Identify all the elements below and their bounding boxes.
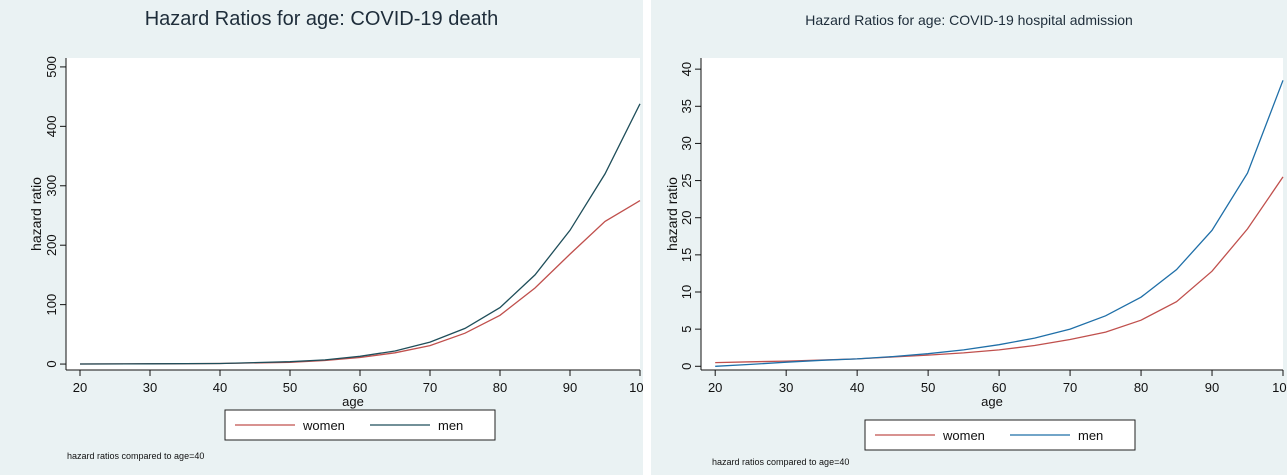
y-tick-label: 20	[679, 210, 694, 224]
x-tick-label: 40	[850, 380, 864, 395]
y-tick-label: 15	[679, 248, 694, 262]
chart-panel-hospital: Hazard Ratios for age: COVID-19 hospital…	[651, 0, 1287, 475]
x-tick-label: 30	[143, 380, 157, 395]
death-chart-svg: Hazard Ratios for age: COVID-19 death 0 10…	[28, 8, 643, 461]
y-tick-label: 300	[44, 175, 59, 197]
plot-area	[701, 58, 1283, 370]
x-tick-label: 20	[73, 380, 87, 395]
y-tick-label: 0	[44, 360, 59, 367]
x-tick-label: 70	[423, 380, 437, 395]
y-tick-label: 5	[679, 326, 694, 333]
y-tick-label: 35	[679, 99, 694, 113]
y-tick-label: 200	[44, 234, 59, 256]
y-axis-label: hazard ratio	[28, 177, 44, 251]
x-tick-label: 20	[708, 380, 722, 395]
x-tick-label: 80	[493, 380, 507, 395]
y-tick-label: 25	[679, 173, 694, 187]
x-tick-label: 90	[1205, 380, 1219, 395]
x-tick-label: 50	[921, 380, 935, 395]
y-tick-label: 0	[679, 363, 694, 370]
x-tick-label: 100	[1272, 380, 1287, 395]
legend-label-women: women	[942, 428, 985, 443]
footnote: hazard ratios compared to age=40	[67, 451, 204, 461]
series-line-men	[79, 103, 641, 365]
x-tick-label: 40	[213, 380, 227, 395]
footnote: hazard ratios compared to age=40	[712, 457, 849, 467]
x-tick-label: 100	[629, 380, 643, 395]
y-tick-label: 500	[44, 56, 59, 78]
x-tick-label: 80	[1134, 380, 1148, 395]
chart-panel-death: Hazard Ratios for age: COVID-19 death 0 10…	[0, 0, 643, 475]
chart-title: Hazard Ratios for age: COVID-19 death	[145, 8, 499, 30]
x-tick-label: 60	[353, 380, 367, 395]
y-tick-label: 40	[679, 62, 694, 76]
y-tick-label: 30	[679, 136, 694, 150]
legend-label-men: men	[438, 418, 463, 433]
x-axis-label: age	[342, 394, 364, 409]
chart-title: Hazard Ratios for age: COVID-19 hospital…	[805, 12, 1133, 28]
y-axis-label: hazard ratio	[664, 177, 680, 251]
series-line-men	[715, 80, 1284, 367]
legend-label-women: women	[302, 418, 345, 433]
plot-area	[66, 58, 640, 370]
legend-label-men: men	[1078, 428, 1103, 443]
x-tick-label: 30	[779, 380, 793, 395]
y-tick-label: 10	[679, 285, 694, 299]
y-tick-label: 100	[44, 294, 59, 316]
y-tick-label: 400	[44, 115, 59, 137]
x-tick-label: 50	[283, 380, 297, 395]
x-axis-label: age	[981, 394, 1003, 409]
x-tick-label: 70	[1063, 380, 1077, 395]
x-tick-label: 90	[563, 380, 577, 395]
x-tick-label: 60	[992, 380, 1006, 395]
hospital-chart-svg: Hazard Ratios for age: COVID-19 hospital…	[664, 12, 1287, 467]
